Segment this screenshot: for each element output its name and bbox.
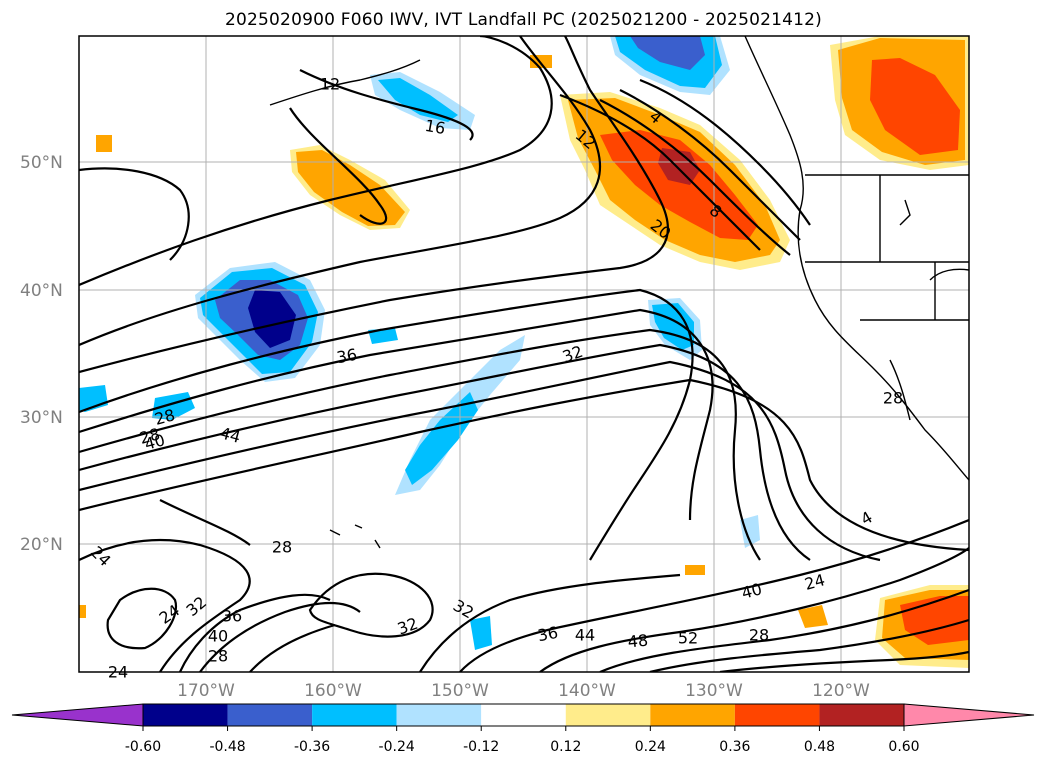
longitude-labels: 170°W 160°W 150°W 140°W 130°W 120°W (177, 681, 870, 701)
colorbar-extension-low (11, 703, 144, 727)
colorbar-label: 0.48 (804, 739, 835, 755)
negative-anomaly-blob (740, 515, 760, 548)
lat-label: 40°N (20, 281, 63, 301)
lat-label: 30°N (20, 408, 63, 428)
colorbar-label: -0.48 (209, 739, 245, 755)
colorbar-label: 0.24 (635, 739, 666, 755)
colorbar-label: 0.36 (719, 739, 750, 755)
lat-label: 20°N (20, 535, 63, 555)
coastlines (269, 36, 969, 549)
colorbar-label: 0.60 (888, 739, 919, 755)
colorbar-swatch (312, 704, 397, 726)
colorbar-swatch (819, 704, 904, 726)
map-background (79, 36, 969, 672)
colorbar-label: -0.24 (379, 739, 415, 755)
negative-anomaly-blob (470, 616, 492, 650)
positive-anomaly-blob (296, 150, 405, 226)
colorbar-swatch (565, 704, 651, 726)
lon-label: 150°W (431, 681, 489, 701)
lon-label: 120°W (812, 681, 870, 701)
positive-anomaly-blob (685, 565, 705, 575)
map-title: 2025020900 F060 IWV, IVT Landfall PC (20… (224, 10, 823, 30)
lat-label: 50°N (20, 153, 63, 173)
contour-label: 16 (423, 116, 446, 138)
contour-label: 40 (208, 627, 228, 646)
contour-label: 24 (802, 570, 827, 594)
positive-anomaly-blob (96, 135, 112, 152)
contour-label: 44 (575, 626, 595, 645)
negative-anomaly-blob (152, 392, 195, 420)
colorbar-swatch (481, 704, 566, 726)
colorbar-outline (142, 703, 905, 727)
contour-label: 28 (749, 626, 769, 645)
contour-label: 44 (218, 423, 243, 447)
positive-anomaly-blob (798, 605, 828, 628)
colorbar: -0.60 -0.48 -0.36 -0.24 -0.12 0.12 0.24 0.36 0.4… (11, 703, 1035, 755)
lon-label: 170°W (177, 681, 235, 701)
contour-label: 28 (272, 538, 292, 557)
lon-label: 140°W (558, 681, 616, 701)
colorbar-label: -0.36 (294, 739, 330, 755)
map-border (78, 35, 970, 673)
lon-label: 130°W (685, 681, 743, 701)
contour-label: 36 (335, 345, 358, 367)
colorbar-label: 0.12 (550, 739, 581, 755)
contour-label: 28 (137, 424, 162, 448)
lon-label: 160°W (304, 681, 362, 701)
negative-anomaly-blob (378, 78, 458, 122)
colorbar-swatch (396, 704, 482, 726)
contour-label: 28 (152, 405, 177, 429)
contour-label: 28 (208, 647, 228, 666)
contour-label: 36 (536, 623, 559, 645)
colorbar-label: -0.60 (125, 739, 161, 755)
contour-label: 36 (222, 607, 242, 626)
map-plot-area (79, 36, 969, 672)
negative-anomaly-blob (630, 36, 705, 70)
latitude-labels: 50°N 40°N 30°N 20°N (20, 153, 63, 555)
positive-anomaly-blob (870, 58, 960, 155)
colorbar-extension-high (903, 703, 1035, 727)
contour-label: 40 (142, 430, 167, 454)
contour-label: 40 (739, 579, 764, 603)
positive-anomaly-blob (79, 605, 86, 618)
contour-label: 12 (320, 75, 340, 94)
contour-label: 48 (627, 631, 649, 652)
contour-lines (79, 36, 969, 672)
contour-label: 28 (883, 389, 903, 408)
positive-anomaly-blob (600, 130, 758, 240)
negative-anomaly-blob (248, 290, 296, 348)
colorbar-swatch (734, 704, 820, 726)
colorbar-swatch (143, 704, 228, 726)
contour-label: 24 (108, 663, 128, 682)
contour-label: 52 (678, 629, 698, 648)
colorbar-swatch (650, 704, 735, 726)
colorbar-label: -0.12 (463, 739, 499, 755)
colorbar-swatch (227, 704, 313, 726)
